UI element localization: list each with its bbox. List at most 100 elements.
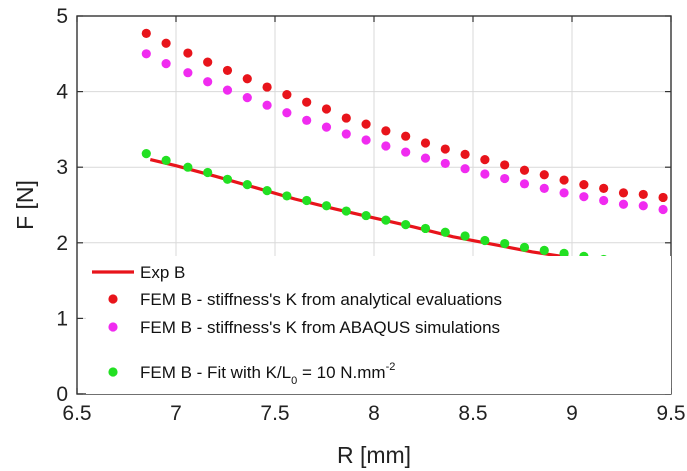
data-point (141, 49, 151, 59)
data-point (440, 227, 450, 237)
legend-label: FEM B - stiffness's K from analytical ev… (140, 290, 502, 309)
data-point (183, 68, 193, 78)
data-point (559, 175, 569, 185)
data-point (341, 206, 351, 216)
data-point (480, 155, 490, 165)
data-point (579, 192, 589, 202)
data-point (420, 223, 431, 234)
data-point (460, 164, 470, 174)
ticks: 6.5 7 7.5 8 8.5 9 9.5 0 1 2 3 4 5 (56, 5, 685, 425)
data-point (599, 183, 609, 193)
data-point (500, 160, 510, 170)
data-point (638, 201, 648, 211)
legend-swatch-marker (108, 294, 118, 304)
x-axis-label: R [mm] (337, 442, 411, 468)
legend-label-part: FEM B - Fit with K/L (140, 363, 291, 382)
data-point (618, 199, 629, 209)
data-point (420, 153, 431, 163)
data-point (519, 179, 530, 189)
data-point (282, 191, 292, 201)
x-tick-label: 9.5 (656, 402, 685, 425)
data-point (460, 231, 470, 241)
data-point (203, 77, 213, 87)
data-point (539, 245, 549, 255)
legend-label-part: -2 (386, 361, 396, 373)
data-point (302, 115, 312, 125)
legend-label-part: 0 (291, 375, 297, 387)
data-point (500, 238, 510, 249)
data-point (222, 174, 233, 184)
data-point (262, 82, 272, 92)
data-point (519, 242, 530, 252)
data-point (500, 173, 510, 184)
x-tick-label: 8.5 (458, 402, 487, 425)
data-point (183, 48, 193, 58)
data-point (183, 162, 193, 172)
y-tick-label: 3 (56, 156, 68, 179)
x-tick-label: 9 (566, 402, 578, 425)
data-point (302, 195, 312, 206)
data-point (658, 192, 668, 203)
data-point (559, 248, 569, 258)
data-point (559, 188, 569, 198)
data-point (539, 170, 549, 180)
legend-label-part: FEM B - stiffness's K from analytical ev… (140, 290, 502, 309)
data-point (242, 74, 252, 84)
data-point (460, 149, 470, 159)
data-point (203, 57, 213, 67)
data-point (381, 126, 391, 136)
x-tick-label: 7.5 (260, 402, 289, 425)
data-point (440, 144, 450, 154)
legend-label: FEM B - Fit with K/L0 = 10 N.mm-2 (140, 361, 395, 387)
data-point (242, 179, 252, 190)
data-point (141, 148, 151, 159)
data-point (321, 201, 332, 211)
data-point (480, 169, 490, 179)
legend-swatch-marker (108, 322, 118, 332)
y-tick-label: 0 (56, 383, 68, 406)
data-point (519, 165, 530, 175)
legend-label: FEM B - stiffness's K from ABAQUS simula… (140, 318, 500, 337)
data-point (638, 189, 648, 200)
data-point (282, 90, 292, 100)
data-point (658, 204, 668, 215)
x-tick-label: 7 (170, 402, 182, 425)
data-point (141, 28, 151, 38)
data-point (618, 188, 629, 198)
legend-box (86, 256, 671, 394)
data-point (401, 220, 411, 230)
data-point (381, 215, 391, 225)
data-point (599, 195, 609, 206)
data-point (361, 119, 371, 129)
x-tick-label: 6.5 (62, 402, 91, 425)
data-point (302, 97, 312, 107)
data-point (242, 93, 252, 103)
legend-label-part: FEM B - stiffness's K from ABAQUS simula… (140, 318, 500, 337)
data-point (222, 65, 233, 76)
data-point (161, 59, 171, 69)
data-point (222, 85, 233, 95)
data-point (361, 135, 371, 145)
legend-swatch-marker (108, 367, 118, 377)
data-point (579, 179, 589, 190)
data-point (321, 104, 332, 114)
data-point (539, 183, 549, 193)
legend-label-part: = 10 N.mm (297, 363, 385, 382)
series-1 (141, 28, 668, 203)
y-axis-label: F [N] (12, 180, 38, 230)
data-point (401, 131, 411, 141)
y-tick-label: 2 (56, 232, 68, 255)
data-point (381, 141, 391, 151)
data-point (341, 113, 351, 123)
data-point (262, 186, 272, 196)
data-point (341, 129, 351, 139)
data-point (401, 147, 411, 157)
data-point (203, 167, 213, 178)
series-2 (141, 49, 668, 215)
legend: Exp B FEM B - stiffness's K from analytic… (86, 256, 671, 394)
data-point (440, 158, 450, 169)
x-tick-label: 8 (368, 402, 380, 425)
legend-label: Exp B (140, 263, 185, 282)
